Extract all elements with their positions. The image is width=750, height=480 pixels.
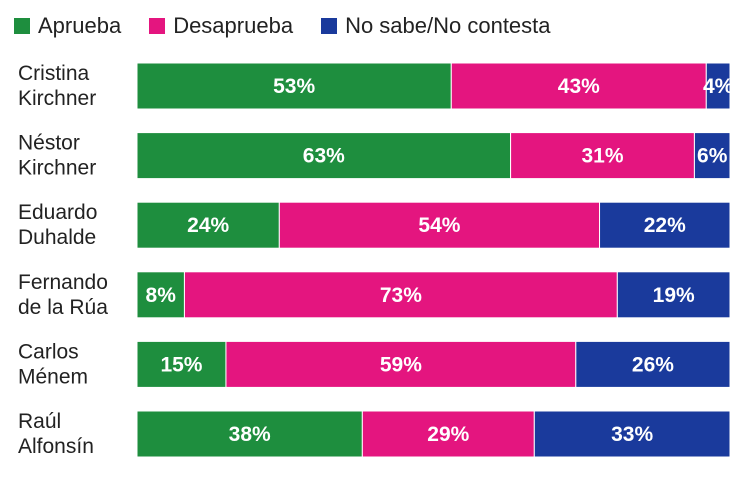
- legend-label-no-sabe: No sabe/No contesta: [345, 13, 551, 38]
- legend-label-aprueba: Aprueba: [38, 13, 122, 38]
- value-label-1-1: 31%: [581, 145, 623, 168]
- category-label-1: Néstor Kirchner: [18, 132, 96, 180]
- bar-segment-2-0: [136, 201, 280, 249]
- legend-item-no-sabe: No sabe/No contesta: [321, 13, 551, 39]
- value-label-2-2: 22%: [644, 214, 686, 237]
- bar-segment-3-2: [616, 271, 731, 319]
- bar-segment-3-0: [136, 271, 185, 319]
- category-label-4: Carlos Ménem: [18, 340, 88, 388]
- legend-swatch-no-sabe: [321, 18, 338, 34]
- value-label-1-2: 6%: [697, 145, 728, 168]
- value-label-5-2: 33%: [611, 423, 653, 446]
- legend-label-desaprueba: Desaprueba: [173, 13, 294, 38]
- bar-segment-4-1: [225, 340, 577, 388]
- category-label-0: Cristina Kirchner: [18, 62, 96, 110]
- category-label-5: Raúl Alfonsín: [18, 410, 94, 458]
- bar-segment-5-2: [533, 410, 731, 458]
- category-label-2: Eduardo Duhalde: [18, 201, 97, 249]
- bar-segment-2-1: [278, 201, 601, 249]
- bar-segment-5-1: [361, 410, 535, 458]
- value-label-5-1: 29%: [427, 423, 469, 446]
- value-label-2-1: 54%: [418, 214, 460, 237]
- value-label-3-2: 19%: [653, 284, 695, 307]
- legend-swatch-desaprueba: [149, 18, 166, 34]
- value-label-2-0: 24%: [187, 214, 229, 237]
- bar-segment-0-2: [705, 62, 731, 110]
- value-label-0-1: 43%: [558, 75, 600, 98]
- value-label-4-0: 15%: [160, 353, 202, 376]
- bar-segment-2-2: [599, 201, 731, 249]
- value-label-4-2: 26%: [632, 353, 674, 376]
- bar-segment-1-2: [693, 132, 731, 180]
- value-label-3-1: 73%: [380, 284, 422, 307]
- bar-segment-1-0: [136, 132, 512, 180]
- legend-item-aprueba: Aprueba: [14, 13, 121, 39]
- bar-segment-5-0: [136, 410, 363, 458]
- legend-swatch-aprueba: [14, 18, 30, 34]
- legend-item-desaprueba: Desaprueba: [149, 13, 293, 39]
- category-label-3: Fernando de la Rúa: [18, 271, 108, 319]
- value-label-1-0: 63%: [303, 145, 345, 168]
- value-label-0-2: 4%: [703, 75, 734, 98]
- value-label-0-0: 53%: [273, 75, 315, 98]
- value-label-3-0: 8%: [146, 284, 177, 307]
- bar-segment-4-2: [575, 340, 731, 388]
- bar-segment-3-1: [183, 271, 618, 319]
- value-label-5-0: 38%: [229, 423, 271, 446]
- chart-legend: Aprueba Desaprueba No sabe/No contesta: [14, 12, 579, 40]
- value-label-4-1: 59%: [380, 353, 422, 376]
